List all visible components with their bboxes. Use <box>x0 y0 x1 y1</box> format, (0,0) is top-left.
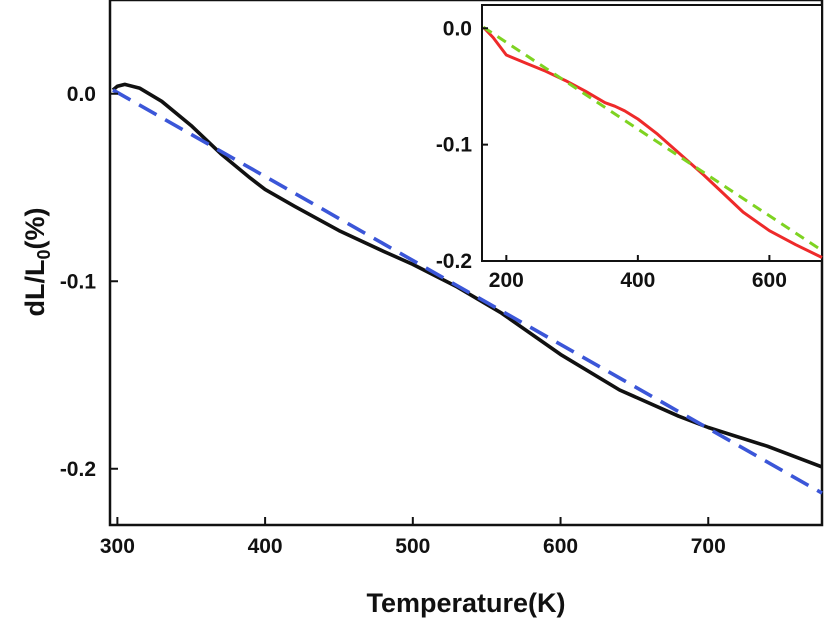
inset-x-ticks: 200 400 600 <box>489 255 787 292</box>
inset-x-tick-label: 600 <box>752 269 787 292</box>
main-series-solid-line <box>111 82 823 469</box>
main-y-tick-label: -0.1 <box>60 270 97 293</box>
main-plot: 300 400 500 600 700 0.0 -0.1 -0.2 <box>60 0 824 558</box>
inset-plot: 200 400 600 0.0 -0.1 -0.2 <box>436 4 823 292</box>
inset-series-solid-line <box>482 26 823 259</box>
inset-x-tick-label: 400 <box>620 269 655 292</box>
inset-x-tick-label: 200 <box>489 269 524 292</box>
inset-plot-frame <box>481 4 823 262</box>
main-y-tick-label: 0.0 <box>67 83 96 106</box>
main-series-dashed-fit-line <box>112 88 823 495</box>
y-axis-label-main: dL/L <box>20 260 50 317</box>
inset-y-tick-label: -0.2 <box>436 250 472 273</box>
main-series-group <box>111 82 823 495</box>
main-x-tick-label: 500 <box>395 535 430 558</box>
main-y-tick-label: -0.2 <box>60 458 96 481</box>
x-axis-label: Temperature(K) <box>366 588 565 618</box>
main-x-tick-label: 600 <box>543 535 578 558</box>
inset-y-ticks: 0.0 -0.1 -0.2 <box>436 17 488 273</box>
main-x-tick-label: 300 <box>100 535 135 558</box>
inset-y-tick-label: 0.0 <box>443 17 472 40</box>
main-y-ticks: 0.0 -0.1 -0.2 <box>60 83 118 481</box>
inset-y-tick-label: -0.1 <box>436 134 473 157</box>
y-axis-label-suffix: (%) <box>20 208 50 250</box>
inset-plot-background <box>482 5 822 261</box>
main-x-tick-label: 700 <box>691 535 726 558</box>
y-axis-label: dL/L0(%) <box>20 208 54 317</box>
inset-series-group <box>482 25 823 259</box>
main-x-tick-label: 400 <box>248 535 283 558</box>
y-axis-label-subscript: 0 <box>34 250 54 260</box>
main-plot-frame <box>108 0 824 527</box>
main-x-ticks: 300 400 500 600 700 <box>100 517 726 558</box>
